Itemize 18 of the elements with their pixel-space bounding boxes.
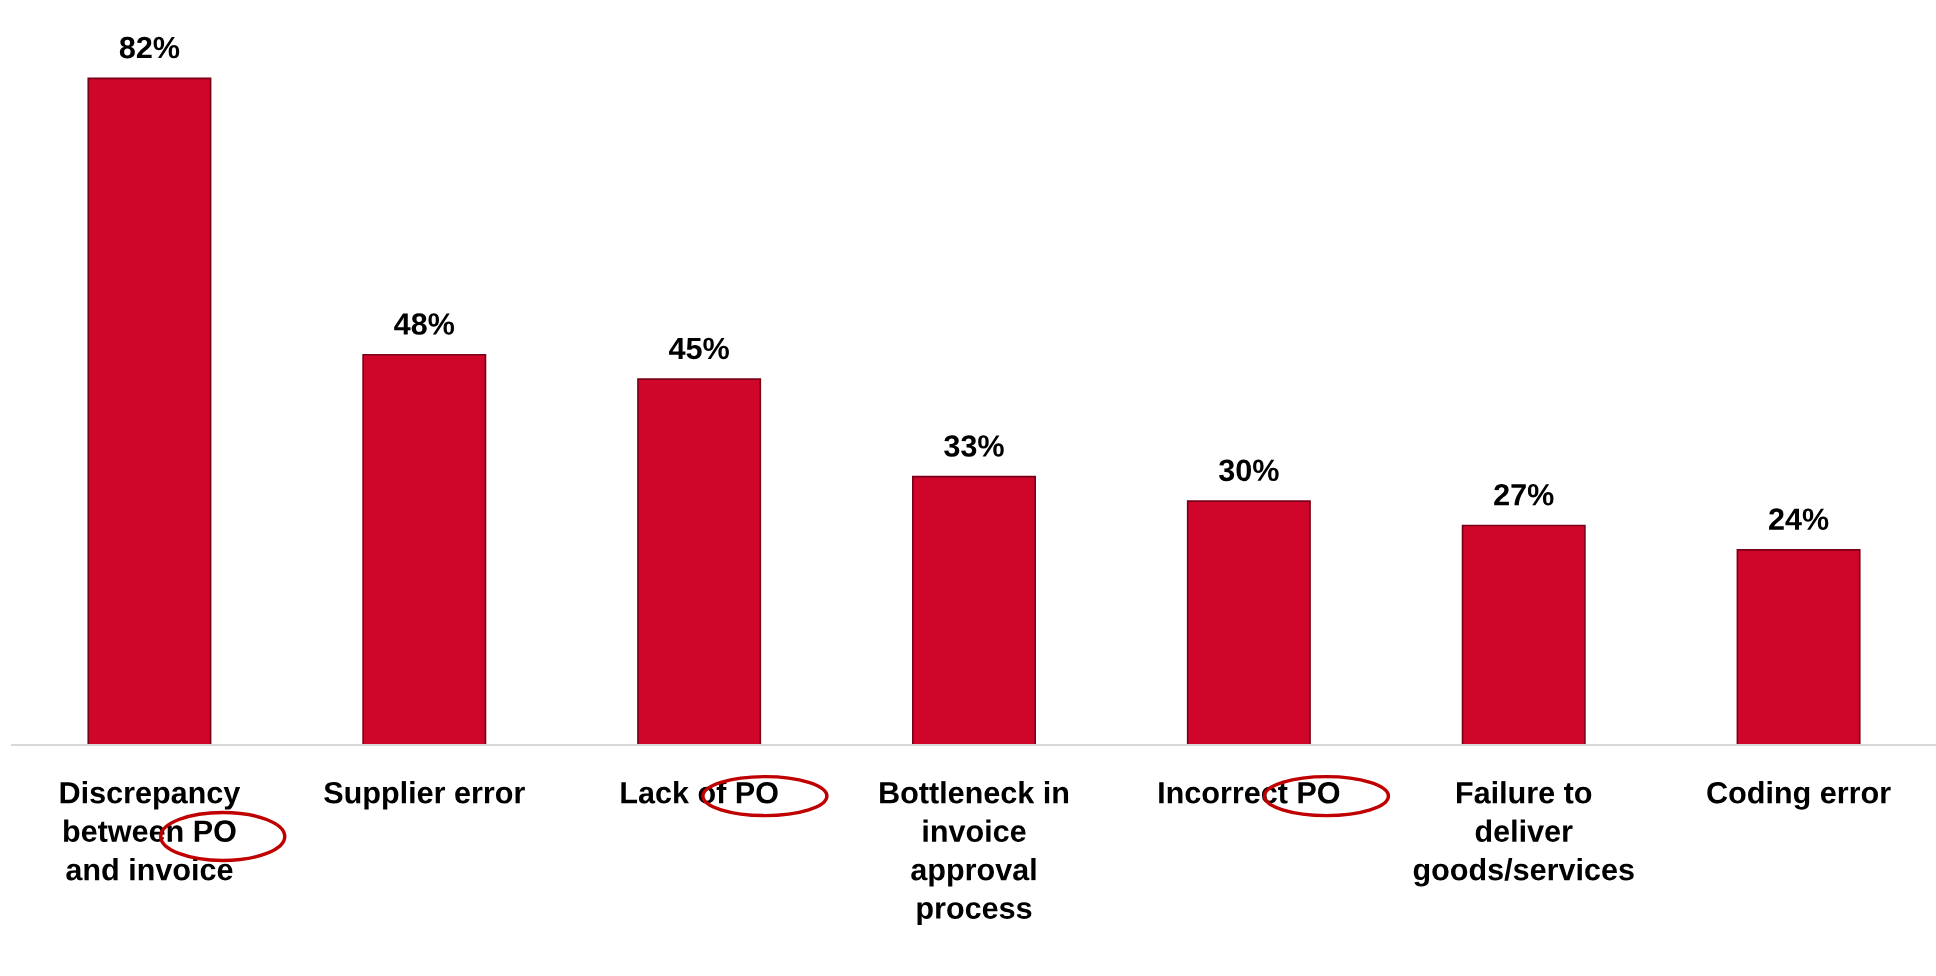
data-label: 30% [1218, 459, 1279, 482]
data-label: 24% [1769, 508, 1829, 530]
bar [1186, 500, 1311, 745]
x-tick-label: Bottleneck in invoice approval process [880, 781, 1069, 925]
data-label: 82% [119, 36, 180, 59]
bar [362, 353, 487, 745]
data-label: 27% [1494, 483, 1554, 506]
data-label: 48% [394, 313, 455, 335]
bar [1461, 524, 1586, 745]
x-tick-label: Failure to deliver goods/services [1413, 781, 1634, 887]
x-tick-label: Supplier error [324, 781, 525, 810]
data-label: 33% [944, 435, 1004, 457]
bar [1736, 549, 1861, 745]
data-label: 45% [669, 337, 729, 360]
bar [912, 475, 1036, 745]
bar [637, 378, 762, 745]
bar [87, 77, 212, 745]
x-tick-label: Coding error [1707, 781, 1891, 810]
